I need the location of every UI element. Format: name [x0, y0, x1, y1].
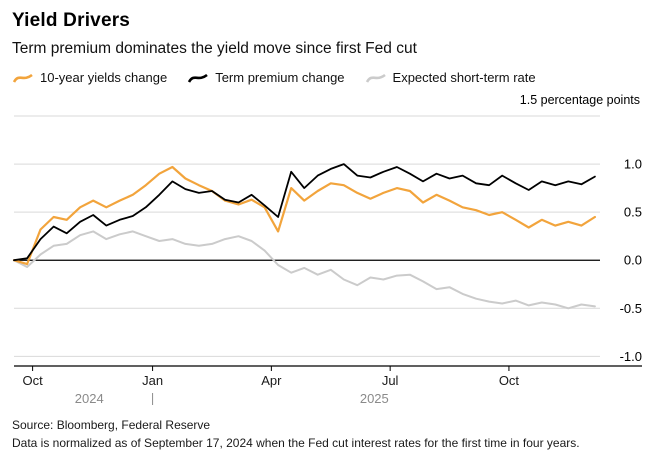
x-tick-label: Oct	[22, 373, 43, 388]
y-tick-label: 0.5	[624, 205, 642, 220]
x-tick-label: Jul	[382, 373, 399, 388]
line-swatch-icon	[365, 73, 386, 83]
footnote-text: Data is normalized as of September 17, 2…	[12, 436, 580, 450]
chart-legend: 10-year yields change Term premium chang…	[12, 70, 642, 85]
line-swatch-icon	[12, 73, 33, 83]
source-text: Source: Bloomberg, Federal Reserve	[12, 418, 211, 432]
legend-swatch-stroke	[12, 73, 33, 83]
year-label: 2024	[75, 391, 104, 406]
series-line-expected-short-term-rate	[13, 230, 596, 310]
legend-item-10-year-yields: 10-year yields change	[12, 70, 167, 85]
page-title: Yield Drivers	[12, 10, 131, 31]
legend-item-term-premium: Term premium change	[187, 70, 345, 85]
legend-swatch-stroke	[188, 73, 209, 83]
legend-label: 10-year yields change	[40, 70, 168, 85]
chart-subtitle: Term premium dominates the yield move si…	[12, 40, 417, 57]
legend-label: Expected short-term rate	[392, 70, 536, 85]
line-swatch-icon	[188, 73, 209, 83]
series-line-10-year-yields-change	[12, 165, 597, 266]
legend-swatch-stroke	[365, 73, 386, 83]
yield-drivers-chart: 1.0 0.5 0.0 -0.5 -1.0 Oct Jan Apr Jul Oct 2024 2025	[12, 115, 642, 406]
x-tick-label: Oct	[499, 373, 520, 388]
y-tick-label: -0.5	[620, 301, 642, 316]
legend-label: Term premium change	[215, 70, 345, 85]
legend-item-expected-short-term-rate: Expected short-term rate	[365, 70, 536, 85]
chart-footer: Source: Bloomberg, Federal Reserve Data …	[12, 418, 642, 450]
year-label: 2025	[360, 391, 389, 406]
y-tick-label: 1.0	[624, 157, 642, 172]
x-tick-label: Apr	[261, 373, 282, 388]
x-tick-label: Jan	[142, 373, 163, 388]
y-tick-label: -1.0	[620, 349, 642, 364]
y-tick-label: 0.0	[624, 253, 642, 268]
series-line-term-premium-change	[13, 163, 596, 262]
y-axis-unit-label: 1.5 percentage points	[519, 93, 640, 107]
